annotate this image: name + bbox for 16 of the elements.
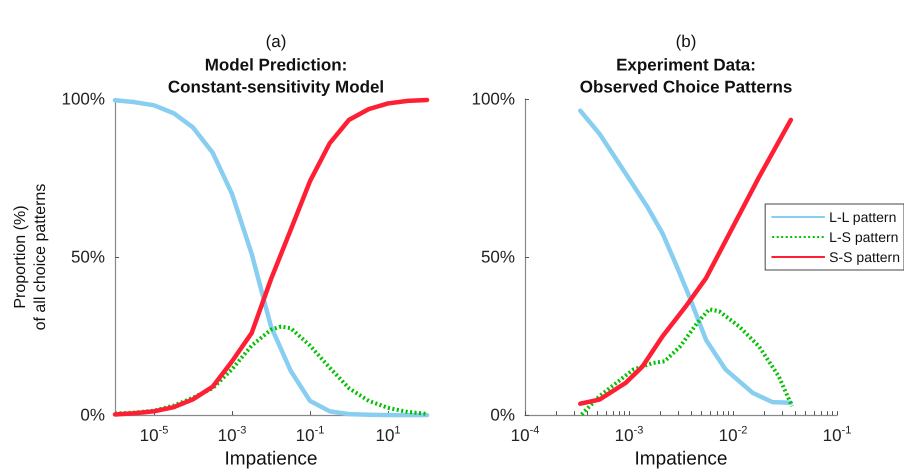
y-tick-label: 100%	[472, 90, 515, 108]
legend-label: L-L pattern	[829, 209, 896, 225]
y-tick-label: 50%	[70, 248, 105, 267]
y-tick-label: 100%	[62, 90, 105, 108]
y-tick-label: 0%	[490, 406, 515, 425]
legend-label: L-S pattern	[829, 229, 898, 245]
legend-label: S-S pattern	[829, 249, 900, 265]
x-axis-title: Impatience	[634, 448, 728, 470]
chart-title: Experiment Data: Observed Choice Patterns	[580, 56, 792, 96]
y-axis-title: Proportion (%) of all choice patterns	[12, 184, 50, 330]
chart-subtitle: (a)	[266, 32, 286, 51]
x-axis-title: Impatience	[224, 448, 318, 470]
chart-subtitle: (b)	[676, 32, 696, 51]
chart-title: Model Prediction: Constant-sensitivity Model	[168, 56, 384, 96]
y-tick-label: 0%	[80, 406, 105, 425]
y-tick-label: 50%	[480, 248, 515, 267]
